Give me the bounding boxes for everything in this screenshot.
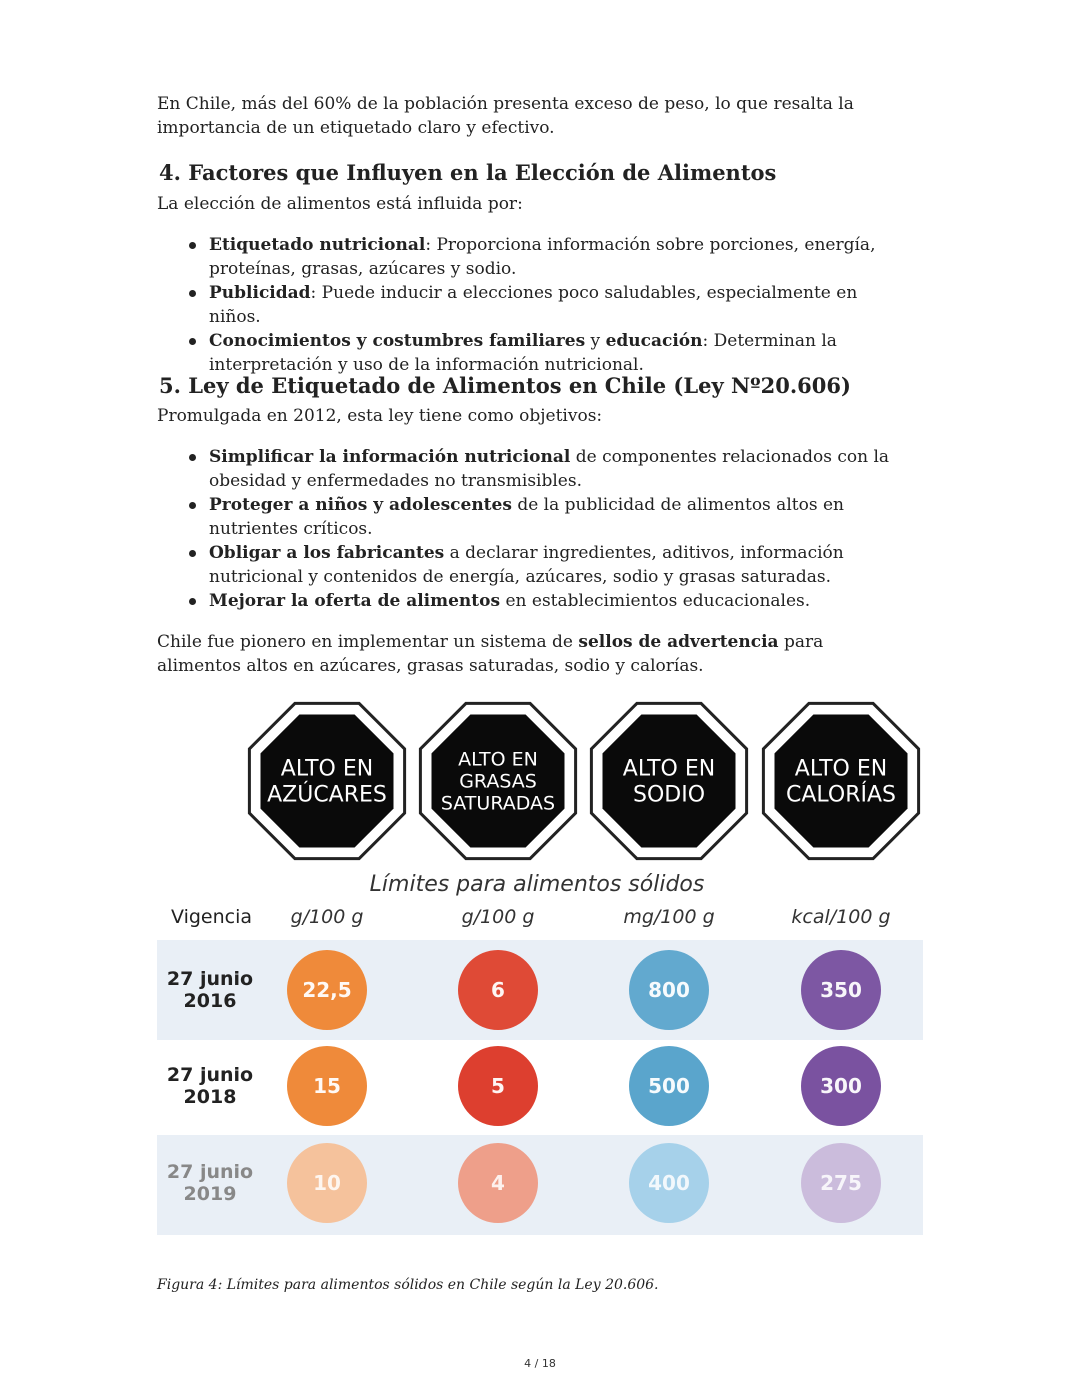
section-5-list: Simplificar la información nutricional d… [157, 445, 927, 613]
page-number: 4 / 18 [524, 1357, 556, 1370]
vigencia-date: 27 junio [167, 968, 253, 990]
limit-value: 275 [820, 1171, 862, 1195]
row-bg [157, 1135, 923, 1235]
limit-circle [629, 950, 709, 1030]
limit-circle [458, 950, 538, 1030]
limit-circle [287, 1046, 367, 1126]
unit-header: g/100 g [462, 906, 535, 928]
limit-circle [287, 950, 367, 1030]
unit-header: mg/100 g [623, 906, 714, 928]
list-item: Obligar a los fabricantes a declarar ing… [189, 541, 927, 589]
limit-circle [287, 1143, 367, 1223]
vigencia-header: Vigencia [171, 906, 252, 928]
vigencia-date: 27 junio [167, 1161, 253, 1183]
limit-value: 800 [648, 978, 690, 1002]
list-item: Simplificar la información nutricional d… [189, 445, 927, 493]
limit-value: 15 [313, 1074, 341, 1098]
section-4-heading: 4. Factores que Influyen en la Elección … [159, 160, 777, 185]
unit-header: g/100 g [291, 906, 364, 928]
figure-title: Límites para alimentos sólidos [370, 872, 705, 897]
section-5-lead: Promulgada en 2012, esta ley tiene como … [157, 406, 603, 426]
list-item: Proteger a niños y adolescentes de la pu… [189, 493, 927, 541]
seal-label: SATURADAS [441, 793, 555, 815]
row-bg [157, 940, 923, 1040]
seal-label: ALTO EN [623, 757, 715, 782]
limit-circle [801, 1143, 881, 1223]
seal-label: ALTO EN [795, 757, 887, 782]
seal-label: GRASAS [459, 771, 537, 793]
limit-circle [801, 950, 881, 1030]
unit-header: kcal/100 g [791, 906, 890, 928]
limit-value: 5 [491, 1074, 505, 1098]
vigencia-date: 2016 [184, 990, 237, 1012]
vigencia-date: 2018 [184, 1086, 237, 1108]
section-4-lead: La elección de alimentos está influida p… [157, 194, 523, 214]
figure-caption: Figura 4: Límites para alimentos sólidos… [157, 1277, 659, 1293]
limit-value: 4 [491, 1171, 505, 1195]
limit-value: 10 [313, 1171, 341, 1195]
limit-circle [458, 1046, 538, 1126]
section-4-list: Etiquetado nutricional: Proporciona info… [157, 233, 877, 377]
seal-label: ALTO EN [281, 757, 373, 782]
seal-label: CALORÍAS [786, 782, 896, 808]
seal-label: ALTO EN [458, 749, 538, 771]
limit-circle [801, 1046, 881, 1126]
closing-paragraph: Chile fue pionero en implementar un sist… [157, 632, 824, 676]
list-item: Mejorar la oferta de alimentos en establ… [189, 589, 927, 613]
seal-label: AZÚCARES [267, 782, 387, 808]
list-item: Conocimientos y costumbres familiares y … [189, 329, 877, 377]
limit-circle [629, 1143, 709, 1223]
seal-label: SODIO [633, 783, 705, 808]
section-5-heading: 5. Ley de Etiquetado de Alimentos en Chi… [159, 373, 851, 398]
limit-value: 300 [820, 1074, 862, 1098]
limit-value: 400 [648, 1171, 690, 1195]
limit-value: 22,5 [302, 978, 351, 1002]
intro-paragraph: En Chile, más del 60% de la población pr… [157, 94, 854, 138]
limit-circle [458, 1143, 538, 1223]
list-item: Etiquetado nutricional: Proporciona info… [189, 235, 876, 279]
limit-circle [629, 1046, 709, 1126]
vigencia-date: 27 junio [167, 1064, 253, 1086]
limit-value: 500 [648, 1074, 690, 1098]
limit-value: 6 [491, 978, 505, 1002]
list-item: Publicidad: Puede inducir a elecciones p… [189, 281, 877, 329]
limit-value: 350 [820, 978, 862, 1002]
vigencia-date: 2019 [184, 1183, 237, 1205]
